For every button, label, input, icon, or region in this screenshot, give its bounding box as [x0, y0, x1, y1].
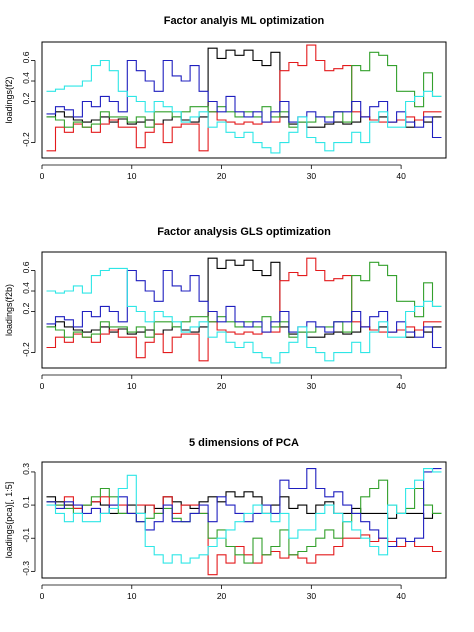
chart-2-x-tick-label: 10: [127, 381, 137, 391]
chart-3-series-cyan: [46, 468, 442, 564]
chart-3-x-tick-label: 20: [217, 591, 227, 601]
chart-1-series-red: [46, 44, 442, 152]
chart-1-x-tick-label: 10: [127, 171, 137, 181]
chart-3-plot-frame: [41, 461, 447, 579]
chart-2-y-tick-label: 0.6: [21, 261, 31, 273]
chart-1-title: Factor analyis ML optimization: [164, 15, 325, 27]
chart-2-series-blue: [46, 269, 442, 349]
chart-1-plot-frame: [41, 41, 447, 159]
chart-3-title: 5 dimensions of PCA: [189, 437, 299, 449]
chart-1-y-tick-label: 0.2: [21, 92, 31, 104]
chart-2-title: Factor analysis GLS optimization: [157, 226, 331, 238]
chart-2-x-tick-label: 20: [217, 381, 227, 391]
chart-3-x-tick-label: 0: [40, 591, 45, 601]
chart-2-series-cyan: [46, 267, 442, 364]
chart-1-x-tick-label: 30: [307, 171, 317, 181]
chart-2-y-axis-title: loadings(f2b): [4, 284, 14, 336]
chart-2-plot-frame: [41, 251, 447, 369]
chart-1-y-tick-label: 0.6: [21, 51, 31, 63]
chart-2-x-tick-label: 0: [40, 381, 45, 391]
chart-1-x-tick-label: 0: [40, 171, 45, 181]
chart-2-y-tick-label: -0.2: [21, 342, 31, 357]
chart-3-x-tick-label: 30: [307, 591, 317, 601]
chart-1-series-blue: [46, 59, 442, 139]
chart-1-x-tick-label: 20: [217, 171, 227, 181]
chart-3-x-tick-label: 40: [396, 591, 406, 601]
chart-1-y-axis-title: loadings(f2): [4, 76, 14, 123]
chart-3-x-tick-label: 10: [127, 591, 137, 601]
chart-3-y-tick-label: -0.3: [21, 561, 31, 576]
chart-1-x-tick-label: 40: [396, 171, 406, 181]
chart-2-series-red: [46, 257, 442, 362]
chart-1-series-cyan: [46, 59, 442, 154]
chart-3-series-green: [46, 479, 442, 564]
chart-3-series-red: [46, 496, 442, 576]
chart-2-y-tick-label: 0.4: [21, 282, 31, 294]
chart-2-y-tick-label: 0.2: [21, 302, 31, 314]
chart-3-y-axis-title: loadings(pca)[, 1:5]: [4, 482, 14, 559]
chart-2-x-tick-label: 40: [396, 381, 406, 391]
chart-1-y-tick-label: -0.2: [21, 132, 31, 147]
chart-1-y-tick-label: 0.4: [21, 72, 31, 84]
chart-3-y-tick-label: 0.1: [21, 496, 31, 508]
chart-3-y-tick-label: 0.3: [21, 463, 31, 475]
chart-3-y-tick-label: -0.1: [21, 528, 31, 543]
chart-2-x-tick-label: 30: [307, 381, 317, 391]
